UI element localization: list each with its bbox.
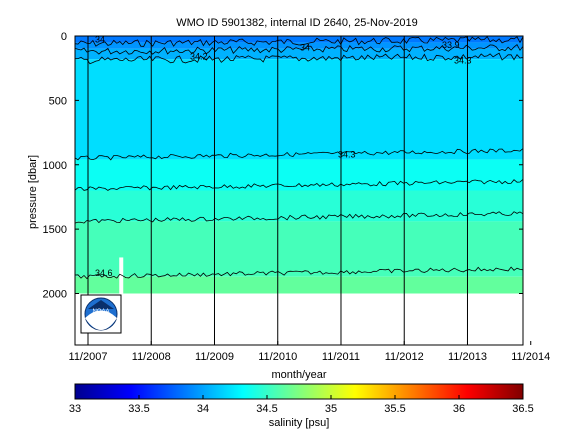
x-tick-label-2: 11/2009 [195,351,234,363]
contour-label-3: 34.3 [338,149,356,159]
salinity-band-7 [75,276,523,294]
colorbar-tick-label-4: 35 [325,403,337,415]
data-gap [119,257,124,294]
contour-line-1 [74,43,524,55]
contour-line-2 [74,52,524,65]
contour-line-6 [74,266,524,280]
profile-lines [87,36,468,345]
colorbar-tick-label-3: 34.5 [256,403,277,415]
y-axis-label: pressure [dbar] [27,155,39,229]
x-tick-label-0: 11/2007 [69,351,108,363]
colorbar-scale [74,383,524,400]
x-tick-label-7: 11/2014 [511,351,550,363]
colorbar-tick-label-2: 34 [197,403,209,415]
colorbar-label: salinity [psu] [269,417,330,429]
y-tick-label-2: 1000 [43,160,67,172]
y-axis: 0 500 1000 1500 2000 [43,31,523,301]
salinity-band-3 [75,59,523,160]
salinity-field [75,36,523,294]
y-tick-label-0: 0 [61,31,67,43]
x-tick-label-1: 11/2008 [132,351,171,363]
colorbar-tick-label-7: 36.5 [512,403,533,415]
colorbar-tick-label-6: 36 [453,403,465,415]
contour-label-extra-1: 34.3 [454,55,472,65]
contour-label-2: 34.2 [190,51,208,61]
colorbar-tick-label-0: 33 [69,403,81,415]
y-tick-label-3: 1500 [43,224,67,236]
salinity-band-0 [75,36,523,43]
y-tick-label-1: 500 [49,95,67,107]
x-axis-label: month/year [271,369,326,381]
contour-line-0 [74,35,524,47]
colorbar-tick-label-1: 33.5 [128,403,149,415]
x-tick-label-5: 11/2012 [385,351,424,363]
colorbar-tick-label-5: 35.5 [384,403,405,415]
colorbar: 33 33.5 34 34.5 35 35.5 36 36.5 salinity [psu] [69,383,534,429]
contour-line-5 [74,211,524,224]
chart-title: WMO ID 5901382, internal ID 2640, 25-Nov… [176,17,418,29]
y-tick-label-4: 2000 [43,289,67,301]
x-axis: 11/2007 11/2008 11/2009 11/2010 11/2011 11/20… [69,341,550,363]
salinity-band-6 [75,221,523,277]
contour-label-1: 34 [300,42,310,52]
salinity-band-1 [75,42,523,49]
contour-label-0: 34 [95,35,105,45]
x-tick-label-6: 11/2013 [448,351,487,363]
contour-labels: 34 34 34.2 34.3 34.6 33.9 34.3 [95,35,472,278]
salinity-band-4 [75,159,523,191]
contour-lines [74,35,524,280]
logo-text: NOAA [92,309,109,315]
salinity-band-2 [75,48,523,60]
noaa-logo: NOAA [80,294,122,334]
contour-label-6: 34.6 [95,268,113,278]
x-tick-label-4: 11/2011 [322,351,360,363]
contour-line-3 [74,148,524,161]
contour-line-4 [74,179,524,191]
plot-frame [74,35,524,346]
contour-label-extra-0: 33.9 [442,40,460,50]
x-tick-label-3: 11/2010 [258,351,297,363]
